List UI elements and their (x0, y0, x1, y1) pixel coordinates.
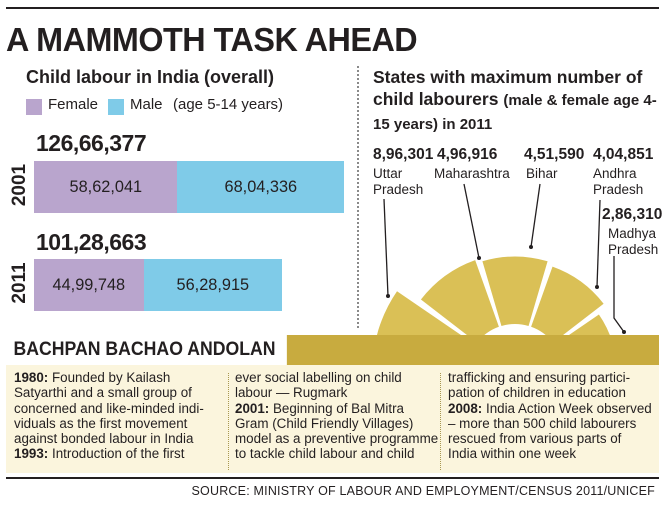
state-name-mp: Madhya Pradesh (608, 226, 659, 257)
state-wedge-maharashtra (420, 260, 499, 343)
legend-note: (age 5-14 years) (173, 96, 284, 113)
bba-column-separator (228, 373, 229, 470)
bba-box (6, 365, 659, 473)
right-chart-subtitle: (male & female age 4-15 years) in 2011 (373, 92, 657, 133)
bba-column-separator (440, 373, 441, 470)
bba-entry-1980: 1980: Founded by Kailash (14, 370, 171, 385)
state-leader-dot (477, 256, 481, 260)
bba-title-band: BACHPAN BACHAO ANDOLAN (6, 335, 659, 365)
state-name-ap: Andhra Pradesh (593, 166, 644, 197)
panel-divider (357, 66, 359, 328)
right-chart-title-main: States with maximum number of child labo… (373, 67, 643, 109)
state-leader-dot (622, 330, 626, 334)
state-value-up: 8,96,301 (373, 146, 434, 163)
state-name-maharashtra: Maharashtra (434, 166, 510, 181)
bba-column-1: 1980: Founded by Kailash Satyarthi and a… (14, 370, 234, 462)
bba-entry-2008: 2008: India Action Week observed (448, 400, 652, 416)
state-value-maharashtra: 4,96,916 (437, 146, 498, 163)
right-chart-title: States with maximum number of child labo… (373, 66, 663, 136)
legend-label-male: Male (130, 96, 163, 113)
total-2001: 126,66,377 (36, 130, 147, 156)
bar-value-label: 58,62,041 (69, 177, 143, 196)
state-wedge-bihar (482, 256, 548, 326)
bottom-rule (6, 477, 659, 479)
state-leader-line (383, 198, 389, 297)
bar-value-label: 44,99,748 (52, 275, 126, 294)
state-leader-dot (386, 294, 390, 298)
source-note: SOURCE: MINISTRY OF LABOUR AND EMPLOYMEN… (191, 484, 655, 498)
state-leader-line (530, 183, 541, 248)
bba-entry-2001: 2001: Beginning of Bal Mitra (235, 400, 404, 416)
bar-segment-female: 58,62,041 (34, 161, 178, 213)
bar-value-label: 56,28,915 (176, 275, 250, 294)
legend-swatch-male (108, 99, 124, 115)
legend-swatch-female (26, 99, 42, 115)
bar-value-label: 68,04,336 (224, 177, 298, 196)
bar-2011: 44,99,748 56,28,915 (34, 259, 344, 311)
bba-column-2: ever social labelling on child labour — … (235, 370, 439, 462)
headline: A MAMMOTH TASK AHEAD (6, 21, 418, 58)
bar-segment-male: 68,04,336 (177, 161, 344, 213)
legend-label-female: Female (48, 96, 99, 113)
state-wedge-andhra-pradesh (531, 266, 604, 343)
top-rule (6, 7, 659, 9)
total-2011: 101,28,663 (36, 229, 147, 255)
bar-2001: 58,62,041 68,04,336 (34, 161, 344, 213)
state-leader-dot (529, 245, 533, 249)
state-leader-line (463, 183, 480, 259)
bar-segment-male: 56,28,915 (144, 259, 282, 311)
bba-column-3: trafficking and ensuring partici- pation… (448, 370, 658, 462)
bba-title: BACHPAN BACHAO ANDOLAN (6, 335, 287, 365)
state-leader-line (613, 256, 625, 333)
left-chart-title: Child labour in India (overall) (26, 67, 275, 87)
bar-segment-female: 44,99,748 (34, 259, 145, 311)
state-value-ap: 4,04,851 (593, 146, 654, 163)
state-leader-dot (595, 285, 599, 289)
bba-entry-1993: 1993: Introduction of the first (14, 446, 185, 462)
state-leader-line (596, 199, 601, 288)
state-name-bihar: Bihar (526, 166, 558, 181)
state-value-mp: 2,86,310 (602, 206, 663, 223)
state-name-up: Uttar Pradesh (373, 166, 424, 197)
state-value-bihar: 4,51,590 (524, 146, 585, 163)
